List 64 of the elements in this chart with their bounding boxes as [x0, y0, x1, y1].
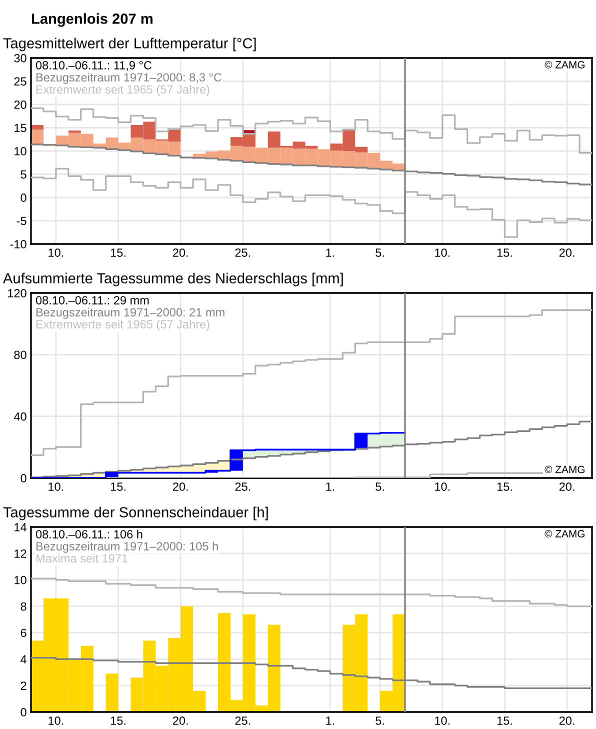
y-tick-label: 20	[14, 100, 26, 109]
y-tick-label: 8	[20, 602, 26, 611]
x-tick-label: 15.	[497, 482, 512, 491]
y-tick-label: 40	[14, 412, 26, 421]
y-tick-label: 10	[14, 147, 26, 156]
annotation: Bezugszeitraum 1971–2000: 8,3 °C	[36, 72, 222, 84]
y-tick-label: 120	[8, 289, 26, 298]
y-tick-label: 5	[20, 170, 26, 179]
y-tick-label: 30	[14, 54, 26, 62]
y-tick-label: 6	[20, 628, 26, 638]
x-tick-label: 5.	[376, 482, 384, 491]
y-tick-label: 4	[20, 655, 26, 664]
y-tick-label: 12	[14, 549, 26, 558]
x-tick-label: 10.	[435, 248, 450, 257]
y-tick-label: 15	[14, 124, 26, 132]
annotation: Maxima seit 1971	[36, 554, 128, 562]
y-tick-label: 0	[20, 708, 26, 716]
y-tick-label: -5	[16, 216, 26, 226]
y-tick-label: 0	[20, 474, 26, 482]
x-tick-label: 15.	[497, 716, 512, 725]
y-tick-label: 10	[14, 576, 26, 584]
y-tick-label: 80	[14, 350, 26, 360]
x-tick-label: 20.	[559, 482, 574, 491]
x-tick-label: 15.	[497, 248, 512, 257]
x-tick-label: 10.	[48, 482, 64, 491]
annotation: © ZAMG	[544, 61, 584, 68]
x-tick-label: 15.	[110, 716, 126, 725]
y-tick-label: -10	[10, 240, 26, 248]
x-tick-label: 10.	[435, 716, 450, 725]
x-tick-label: 15.	[110, 248, 126, 257]
x-tick-label: 10.	[48, 716, 64, 725]
annotation: 08.10.–06.11.: 11,9 °C	[36, 61, 152, 71]
annotation: Bezugszeitraum 1971–2000: 21 mm	[36, 308, 224, 319]
y-tick-label: 25	[14, 77, 26, 86]
y-tick-label: 14	[14, 523, 26, 532]
x-tick-label: 1.	[326, 482, 334, 491]
x-tick-label: 20.	[559, 716, 574, 725]
x-tick-label: 1.	[326, 716, 334, 725]
x-tick-label: 20.	[559, 248, 574, 257]
x-tick-label: 20.	[172, 482, 188, 491]
x-tick-label: 20.	[172, 716, 188, 725]
chart-title: Tagessumme der Sonnenscheindauer [h]	[3, 506, 268, 520]
x-tick-label: 25.	[235, 248, 250, 257]
x-tick-label: 10.	[48, 248, 64, 257]
annotation: 08.10.–06.11.: 29 mm	[36, 296, 149, 304]
chart-title: Aufsummierte Tagessumme des Niederschlags [mm]	[2, 272, 343, 286]
x-tick-label: 25.	[235, 482, 250, 491]
chart-subtitle: Tagesmittelwert der Lufttemperatur [°C]	[3, 38, 256, 52]
x-tick-label: 5.	[376, 248, 384, 257]
x-tick-label: 15.	[110, 482, 126, 491]
y-tick-label: 2	[20, 682, 26, 690]
annotation: © ZAMG	[544, 466, 584, 474]
x-tick-label: 10.	[435, 482, 450, 491]
annotation: Extremwerte seit 1965 (57 Jahre)	[36, 320, 210, 331]
annotation: Bezugszeitraum 1971–2000: 105 h	[36, 542, 218, 553]
x-tick-label: 20.	[172, 248, 188, 257]
annotation: 08.10.–06.11.: 106 h	[36, 530, 142, 538]
x-tick-label: 1.	[326, 248, 334, 257]
chart-title: Langenlois 207 m	[32, 13, 152, 27]
x-tick-label: 5.	[376, 716, 384, 725]
annotation: Extremwerte seit 1965 (57 Jahre)	[36, 84, 210, 96]
annotation: © ZAMG	[544, 530, 584, 538]
y-tick-label: 0	[20, 194, 26, 202]
x-tick-label: 25.	[235, 716, 250, 725]
